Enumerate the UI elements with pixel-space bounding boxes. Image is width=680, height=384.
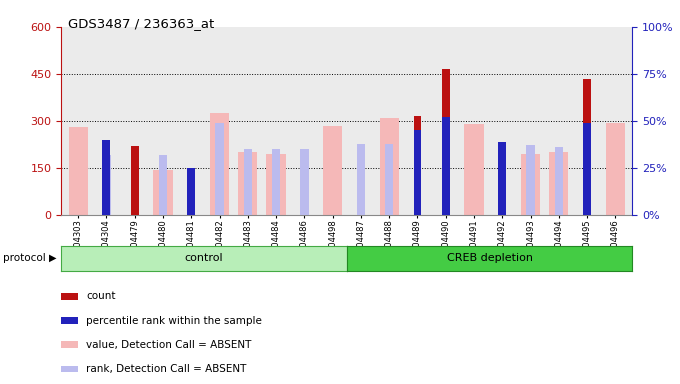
Bar xyxy=(158,155,167,215)
Text: rank, Detection Call = ABSENT: rank, Detection Call = ABSENT xyxy=(86,364,247,374)
Bar xyxy=(103,140,110,215)
Bar xyxy=(272,149,280,215)
Bar xyxy=(323,126,342,215)
Bar xyxy=(442,69,449,215)
Bar xyxy=(154,170,173,215)
Bar xyxy=(413,116,422,215)
Bar xyxy=(521,154,540,215)
Text: ▶: ▶ xyxy=(49,253,56,263)
Bar xyxy=(555,147,563,215)
Bar xyxy=(357,144,365,215)
Bar xyxy=(498,142,507,215)
Bar xyxy=(300,149,309,215)
Bar xyxy=(267,154,286,215)
Bar xyxy=(549,152,568,215)
Bar xyxy=(385,144,394,215)
Text: count: count xyxy=(86,291,116,301)
Text: GDS3487 / 236363_at: GDS3487 / 236363_at xyxy=(68,17,214,30)
Bar xyxy=(583,79,591,215)
Bar xyxy=(243,149,252,215)
Text: percentile rank within the sample: percentile rank within the sample xyxy=(86,316,262,326)
Text: control: control xyxy=(185,253,223,263)
Bar xyxy=(102,155,111,215)
Bar xyxy=(131,146,139,215)
Bar xyxy=(464,124,483,215)
Bar xyxy=(379,118,399,215)
Bar xyxy=(526,146,535,215)
Bar xyxy=(413,131,422,215)
Text: CREB depletion: CREB depletion xyxy=(447,253,532,263)
Text: protocol: protocol xyxy=(3,253,46,263)
Bar xyxy=(210,113,229,215)
Bar xyxy=(606,122,625,215)
Bar xyxy=(238,152,258,215)
Bar xyxy=(216,123,224,215)
Bar xyxy=(187,168,195,215)
Bar xyxy=(583,123,591,215)
Bar xyxy=(69,127,88,215)
Bar xyxy=(442,117,449,215)
Text: value, Detection Call = ABSENT: value, Detection Call = ABSENT xyxy=(86,340,252,350)
